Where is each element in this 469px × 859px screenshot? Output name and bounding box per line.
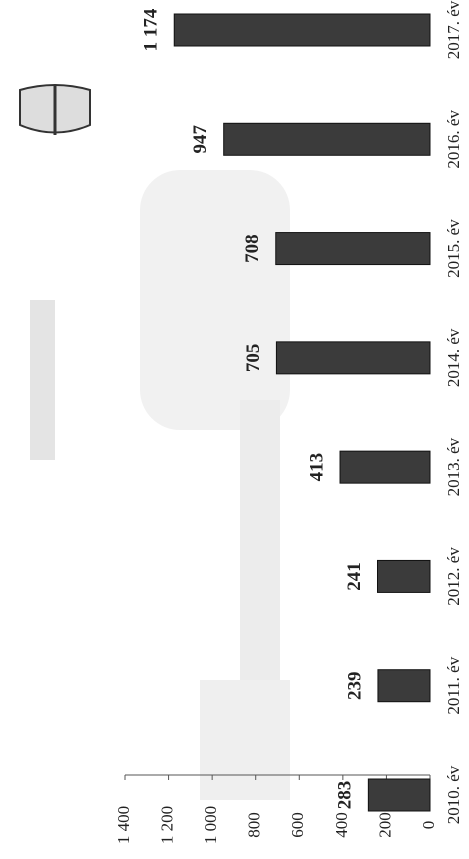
value-label: 241 bbox=[344, 562, 365, 591]
value-label: 283 bbox=[335, 781, 356, 810]
y-tick-label: 1 200 bbox=[157, 806, 176, 844]
y-tick-label: 1 400 bbox=[114, 806, 133, 844]
x-tick-label: 2017. év bbox=[444, 0, 463, 59]
x-tick-label: 2011. év bbox=[444, 656, 463, 714]
logo bbox=[19, 84, 91, 135]
value-label: 947 bbox=[190, 125, 211, 154]
bar bbox=[223, 122, 431, 156]
y-tick-label: 600 bbox=[288, 812, 307, 838]
x-tick-label: 2014. év bbox=[444, 328, 463, 387]
value-label: 239 bbox=[344, 671, 365, 700]
bar bbox=[339, 450, 431, 484]
y-tick-label: 800 bbox=[245, 812, 264, 838]
value-label: 413 bbox=[306, 453, 327, 482]
bar bbox=[173, 13, 431, 47]
bar bbox=[275, 341, 431, 375]
x-tick-label: 2012. év bbox=[444, 547, 463, 606]
value-label: 1 174 bbox=[141, 8, 162, 51]
x-tick-label: 2015. év bbox=[444, 219, 463, 278]
value-label: 705 bbox=[243, 344, 264, 373]
bar bbox=[367, 778, 431, 812]
bar bbox=[275, 232, 431, 266]
bar bbox=[377, 669, 431, 703]
y-tick-label: 0 bbox=[419, 821, 438, 830]
y-tick-label: 200 bbox=[375, 812, 394, 838]
bar bbox=[376, 559, 431, 593]
background-photo bbox=[30, 170, 290, 800]
x-tick-label: 2010. év bbox=[444, 765, 463, 824]
x-tick-label: 2016. év bbox=[444, 110, 463, 169]
y-tick-label: 400 bbox=[332, 812, 351, 838]
x-tick-label: 2013. év bbox=[444, 437, 463, 496]
y-tick-label: 1 000 bbox=[201, 806, 220, 844]
value-label: 708 bbox=[242, 234, 263, 262]
